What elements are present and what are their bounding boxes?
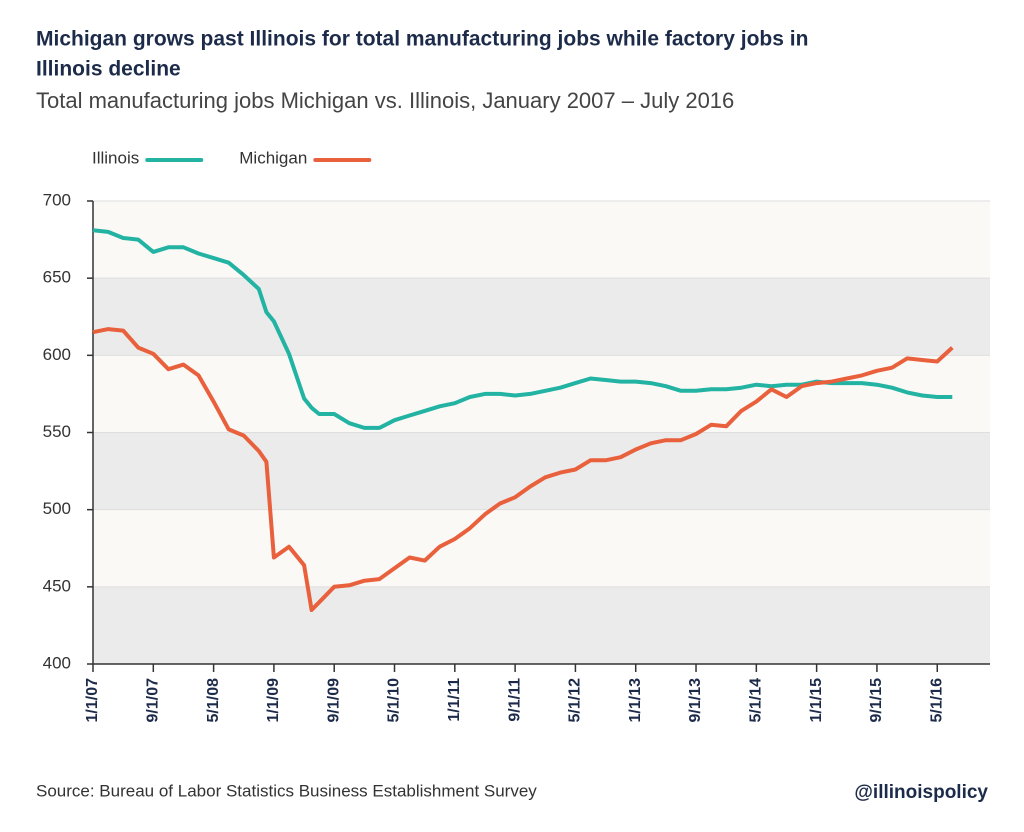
chart-title: Illinois decline <box>36 58 181 81</box>
x-tick-label: 9/1/13 <box>687 678 704 723</box>
chart-subtitle: Total manufacturing jobs Michigan vs. Il… <box>36 88 734 113</box>
credit: @illinoispolicy <box>854 782 988 803</box>
y-tick-label: 650 <box>43 268 71 287</box>
y-tick-label: 550 <box>43 422 71 441</box>
x-tick-label: 9/1/07 <box>145 678 162 723</box>
x-tick-label: 1/1/09 <box>265 678 282 723</box>
x-tick-label: 1/1/11 <box>446 678 463 722</box>
source: Source: Bureau of Labor Statistics Busin… <box>36 781 537 800</box>
band <box>93 278 990 356</box>
x-tick-label: 9/1/15 <box>868 678 885 723</box>
y-tick-label: 600 <box>43 345 71 364</box>
y-tick-label: 500 <box>43 499 71 518</box>
y-tick-label: 400 <box>43 653 71 672</box>
x-tick-label: 9/1/11 <box>506 678 523 722</box>
band <box>93 586 990 664</box>
x-tick-label: 5/1/10 <box>386 678 403 723</box>
band <box>93 355 990 433</box>
x-tick-label: 5/1/12 <box>567 678 584 723</box>
y-tick-label: 450 <box>43 576 71 595</box>
legend-label: Illinois <box>92 148 139 167</box>
x-tick-label: 1/1/07 <box>84 678 101 723</box>
x-tick-label: 1/1/15 <box>808 678 825 723</box>
band <box>93 432 990 510</box>
x-tick-label: 5/1/16 <box>928 678 945 723</box>
line-series <box>92 327 954 612</box>
legend-label: Michigan <box>239 148 307 167</box>
x-tick-label: 9/1/09 <box>325 678 342 723</box>
y-tick-label: 700 <box>43 190 71 209</box>
x-tick-label: 5/1/08 <box>205 678 222 723</box>
x-tick-label: 5/1/14 <box>748 678 765 723</box>
band <box>93 509 990 587</box>
chart-title: Michigan grows past Illinois for total m… <box>36 28 808 51</box>
band <box>93 201 990 279</box>
x-tick-label: 1/1/13 <box>627 678 644 723</box>
